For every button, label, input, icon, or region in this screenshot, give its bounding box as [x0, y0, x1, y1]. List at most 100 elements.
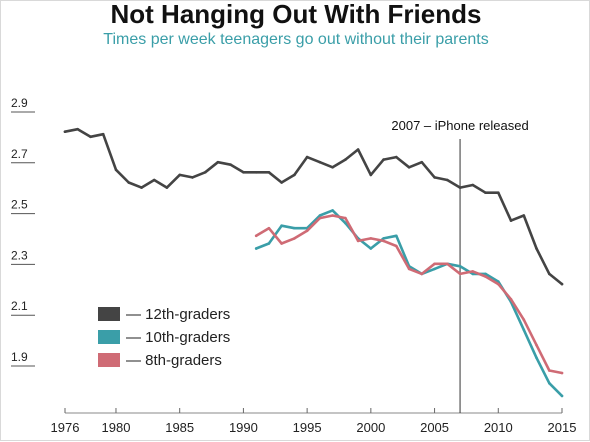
x-tick-label-2: 1985 [165, 420, 194, 435]
data-point-0-33 [484, 191, 487, 194]
legend-swatch-0 [98, 307, 120, 321]
data-point-0-38 [548, 272, 551, 276]
data-point-0-17 [280, 181, 283, 184]
data-point-0-8 [165, 186, 169, 189]
data-point-2-6 [331, 214, 334, 217]
data-point-0-15 [254, 171, 258, 174]
x-axis: 1976 1980 1985 1990 1995 2000 2005 2010 2015 [51, 408, 577, 435]
data-point-2-0 [254, 234, 258, 238]
data-point-0-14 [242, 171, 245, 174]
data-point-1-24 [560, 394, 564, 398]
data-point-0-32 [471, 183, 475, 187]
y-tick-label-5: 1.9 [11, 350, 28, 364]
data-point-0-0 [63, 130, 67, 133]
data-point-0-23 [356, 148, 360, 151]
data-point-2-9 [369, 237, 373, 240]
data-point-0-7 [152, 178, 156, 182]
annotation-label: 2007 – iPhone released [391, 118, 528, 133]
data-point-2-13 [420, 272, 424, 276]
data-point-1-21 [522, 328, 526, 332]
x-tick-label-4: 1995 [293, 420, 322, 435]
data-point-0-1 [76, 127, 79, 131]
data-point-1-0 [254, 247, 258, 250]
data-point-2-18 [484, 275, 487, 278]
data-point-2-2 [280, 242, 283, 245]
data-point-2-10 [382, 239, 385, 243]
data-point-0-24 [369, 173, 373, 177]
data-point-0-26 [395, 155, 398, 159]
data-point-1-3 [293, 226, 296, 230]
data-point-2-16 [458, 272, 462, 276]
data-point-0-3 [101, 132, 105, 136]
data-point-1-2 [280, 224, 283, 227]
data-point-2-12 [407, 267, 411, 271]
data-point-2-17 [471, 270, 475, 273]
legend-label-2: — 8th-graders [126, 352, 222, 369]
series-line-1 [254, 209, 564, 398]
y-tick-label-3: 2.3 [11, 248, 28, 262]
data-point-2-22 [535, 343, 538, 347]
data-point-2-8 [356, 239, 360, 243]
data-point-1-10 [382, 237, 385, 240]
data-point-2-5 [318, 216, 322, 220]
data-point-2-3 [293, 237, 296, 240]
x-tick-label-6: 2005 [420, 420, 449, 435]
data-point-0-25 [382, 158, 385, 161]
data-point-2-7 [344, 216, 347, 220]
y-tick-label-4: 2.1 [11, 299, 28, 313]
legend: — 12th-graders — 10th-graders — 8th-grader… [98, 306, 230, 369]
data-point-1-6 [331, 209, 334, 212]
data-point-0-21 [331, 166, 334, 169]
x-tick-label-0: 1976 [51, 420, 80, 435]
data-point-1-1 [267, 242, 271, 245]
data-point-2-19 [497, 282, 500, 286]
series-layer [63, 127, 564, 398]
series-line-0 [63, 127, 564, 286]
data-point-0-34 [497, 191, 500, 194]
data-point-2-24 [560, 371, 564, 375]
data-point-0-18 [293, 173, 296, 177]
data-point-1-14 [433, 267, 436, 271]
data-point-0-30 [446, 178, 449, 182]
data-point-1-7 [344, 221, 347, 225]
data-point-1-18 [484, 272, 487, 276]
data-point-0-37 [535, 247, 538, 250]
legend-swatch-1 [98, 330, 120, 344]
data-point-2-1 [267, 226, 271, 230]
y-axis-ticks: 2.9 2.7 2.5 2.3 2.1 1.9 [11, 96, 35, 367]
data-point-1-23 [548, 381, 551, 385]
data-point-1-11 [395, 234, 398, 238]
data-point-0-31 [458, 186, 462, 189]
data-point-0-12 [216, 160, 220, 164]
data-point-0-36 [522, 214, 526, 217]
data-point-2-23 [548, 369, 551, 372]
data-point-0-2 [89, 135, 92, 139]
data-point-0-16 [267, 171, 271, 174]
data-point-2-14 [433, 262, 436, 266]
data-point-0-20 [318, 160, 322, 164]
data-point-0-27 [407, 166, 411, 169]
data-point-1-22 [535, 356, 538, 360]
data-point-2-11 [395, 244, 398, 248]
data-point-0-11 [203, 171, 207, 174]
legend-label-1: — 10th-graders [126, 329, 230, 346]
data-point-0-10 [191, 176, 194, 179]
x-tick-label-8: 2015 [548, 420, 577, 435]
iphone-annotation: 2007 – iPhone released [391, 118, 529, 413]
x-tick-label-5: 2000 [356, 420, 385, 435]
data-point-1-16 [458, 265, 462, 268]
data-point-0-35 [509, 219, 513, 222]
series-line-2 [254, 214, 564, 375]
y-tick-label-1: 2.7 [11, 147, 28, 161]
chart-title: Not Hanging Out With Friends [111, 1, 482, 29]
data-point-0-13 [229, 163, 232, 166]
data-point-2-20 [509, 298, 513, 301]
data-point-0-6 [140, 186, 143, 189]
data-point-0-4 [114, 168, 118, 172]
data-point-0-22 [344, 158, 347, 161]
chart-subtitle: Times per week teenagers go out without … [103, 31, 488, 48]
y-tick-label-0: 2.9 [11, 96, 28, 110]
data-point-0-5 [127, 181, 130, 184]
x-tick-label-7: 2010 [484, 420, 513, 435]
